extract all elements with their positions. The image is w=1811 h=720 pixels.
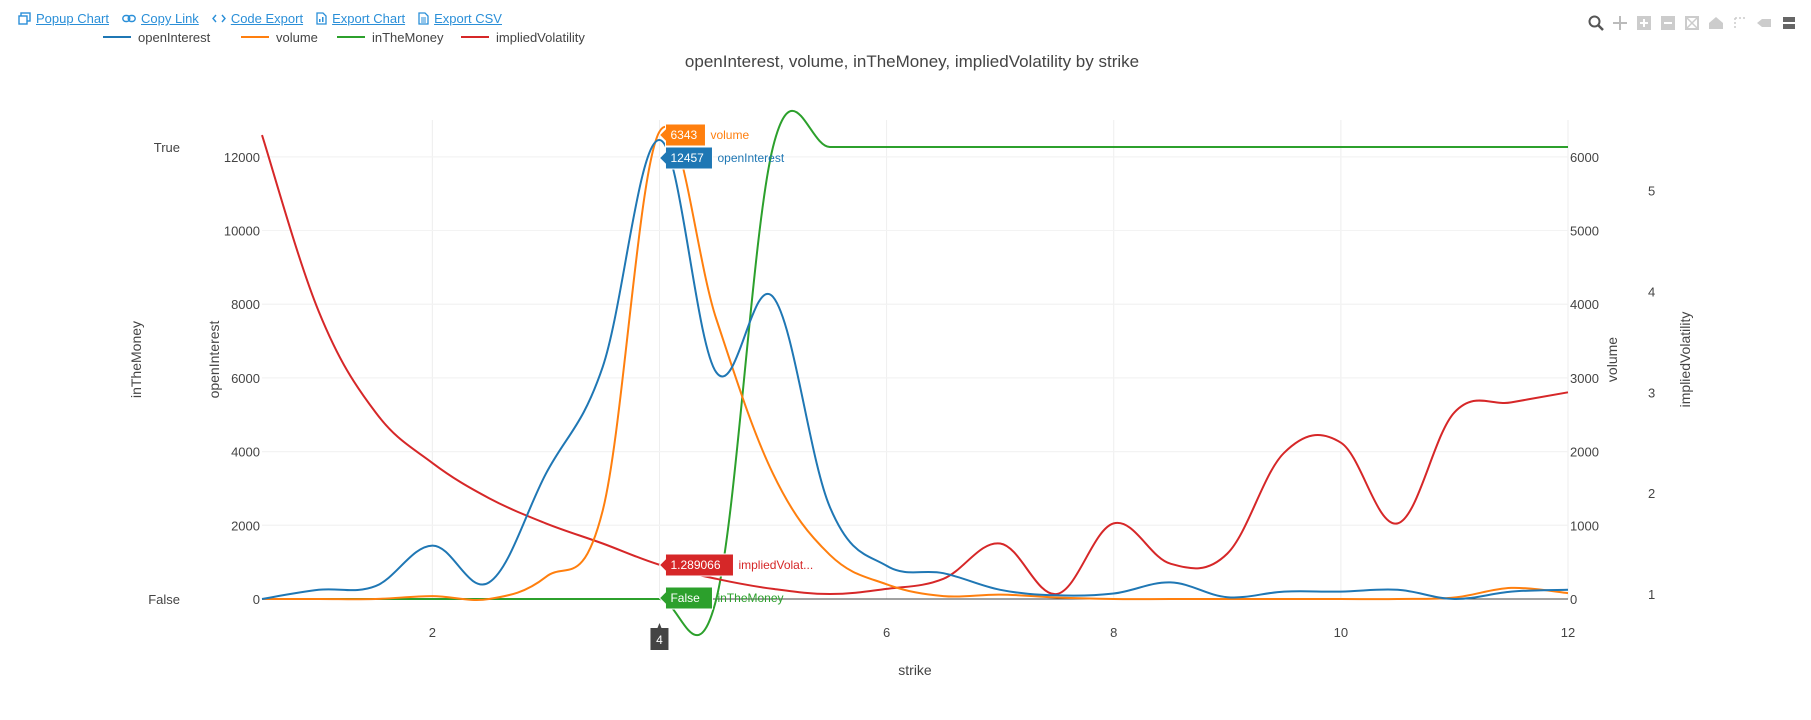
legend-item[interactable]: inTheMoney <box>337 30 444 45</box>
hover-series-name: inTheMoney <box>717 591 783 605</box>
volume-tick-label: 1000 <box>1570 518 1599 533</box>
hover-box <box>658 146 713 170</box>
openinterest-tick-label: 10000 <box>224 224 260 239</box>
openinterest-tick-label: 2000 <box>231 518 260 533</box>
impliedvolatility-axis-title: impliedVolatility <box>1677 312 1693 408</box>
volume-axis-title: volume <box>1604 337 1620 382</box>
impliedvolatility-tick-label: 5 <box>1648 184 1655 199</box>
hover-value: 1.289066 <box>670 558 720 572</box>
hover-closest-icon[interactable] <box>1755 14 1773 32</box>
hover-box <box>658 586 713 610</box>
code-export-button[interactable]: Code Export <box>211 11 304 26</box>
volume-tick-label: 5000 <box>1570 224 1599 239</box>
popup-chart-label: Popup Chart <box>36 11 109 26</box>
legend-label: inTheMoney <box>372 30 444 45</box>
impliedvolatility-tick-label: 2 <box>1648 486 1655 501</box>
openinterest-axis-title: openInterest <box>206 320 222 398</box>
autoscale-icon[interactable] <box>1683 14 1701 32</box>
hover-value: 12457 <box>670 151 704 165</box>
hover-box <box>658 123 706 147</box>
hover-series-name: impliedVolat... <box>738 558 813 572</box>
x-tick-label: 2 <box>429 625 436 640</box>
hover-value: False <box>670 591 700 605</box>
hover-label-impliedvolatility: 1.289066 impliedVolat... <box>658 553 813 577</box>
inthemoney-axis-title: inTheMoney <box>128 321 144 398</box>
openinterest-tick-label: 8000 <box>231 297 260 312</box>
legend-label: openInterest <box>138 30 211 45</box>
hover-x-box <box>650 623 669 650</box>
openinterest-tick-label: 4000 <box>231 445 260 460</box>
x-axis-title: strike <box>898 662 932 678</box>
impliedvolatility-tick-label: 1 <box>1648 587 1655 602</box>
reset-axes-icon[interactable] <box>1707 14 1725 32</box>
volume-tick-label: 0 <box>1570 592 1577 607</box>
code-icon <box>211 14 226 23</box>
volume-tick-label: 4000 <box>1570 297 1599 312</box>
hover-label-inthemoney: False inTheMoney <box>658 586 784 610</box>
plot-modebar <box>1587 14 1797 32</box>
x-tick-label: 10 <box>1334 625 1348 640</box>
pan-icon[interactable] <box>1611 14 1629 32</box>
spike-lines-icon[interactable] <box>1731 14 1749 32</box>
link-icon <box>122 14 136 23</box>
series-line-impliedvolatility <box>261 134 1569 596</box>
openinterest-tick-label: 0 <box>253 592 260 607</box>
copy-link-label: Copy Link <box>141 11 199 26</box>
hover-series-name: openInterest <box>717 151 784 165</box>
hover-x-label: 4 <box>650 623 669 650</box>
x-tick-label: 8 <box>1110 625 1117 640</box>
legend-label: volume <box>276 30 318 45</box>
file-csv-icon <box>418 12 429 25</box>
inthemoney-tick-label: False <box>148 592 180 607</box>
volume-tick-label: 3000 <box>1570 371 1599 386</box>
zoom-in-icon[interactable] <box>1635 14 1653 32</box>
export-chart-button[interactable]: Export Chart <box>316 11 405 26</box>
hover-label-openinterest: 12457 openInterest <box>658 146 785 170</box>
popup-window-icon <box>18 12 31 25</box>
series-line-inthemoney <box>262 109 1568 637</box>
openinterest-tick-label: 6000 <box>231 371 260 386</box>
export-csv-label: Export CSV <box>434 11 502 26</box>
chart-toolbar: Popup Chart Copy Link Code Export Export… <box>18 11 502 26</box>
chart-title: openInterest, volume, inTheMoney, implie… <box>685 52 1139 71</box>
legend-item[interactable]: volume <box>241 30 318 45</box>
export-csv-button[interactable]: Export CSV <box>418 11 502 26</box>
impliedvolatility-tick-label: 3 <box>1648 385 1655 400</box>
export-chart-label: Export Chart <box>332 11 406 26</box>
x-tick-label: 12 <box>1561 625 1575 640</box>
legend-label: impliedVolatility <box>496 30 585 45</box>
hover-x-value: 4 <box>656 633 663 647</box>
zoom-out-icon[interactable] <box>1659 14 1677 32</box>
file-chart-icon <box>316 12 327 25</box>
impliedvolatility-tick-label: 4 <box>1648 284 1655 299</box>
hover-compare-icon[interactable] <box>1779 14 1797 32</box>
hover-value: 6343 <box>670 128 697 142</box>
series-line-openinterest <box>261 138 1569 601</box>
legend-item[interactable]: openInterest <box>103 30 211 45</box>
popup-chart-button[interactable]: Popup Chart <box>18 11 109 26</box>
volume-tick-label: 2000 <box>1570 445 1599 460</box>
legend-item[interactable]: impliedVolatility <box>461 30 585 45</box>
volume-tick-label: 6000 <box>1570 150 1599 165</box>
openinterest-tick-label: 12000 <box>224 150 260 165</box>
inthemoney-tick-label: True <box>154 140 180 155</box>
copy-link-button[interactable]: Copy Link <box>122 11 199 26</box>
zoom-icon[interactable] <box>1587 14 1605 32</box>
hover-label-volume: 6343 volume <box>658 123 749 147</box>
series-line-volume <box>262 126 1569 601</box>
code-export-label: Code Export <box>230 11 304 26</box>
hover-box <box>658 553 734 577</box>
x-tick-label: 6 <box>883 625 890 640</box>
hover-series-name: volume <box>710 128 749 142</box>
